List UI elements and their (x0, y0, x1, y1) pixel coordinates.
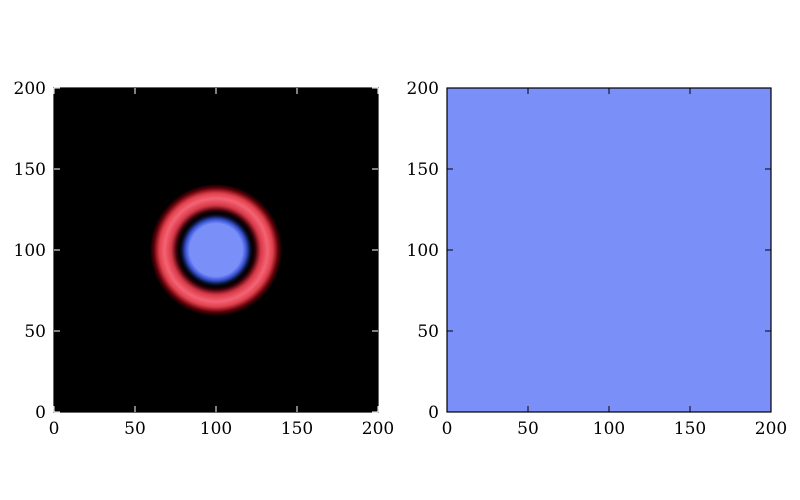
y-tick-label: 150 (14, 160, 46, 180)
x-tick-label: 200 (362, 419, 394, 439)
x-tick-label: 200 (755, 419, 787, 439)
x-tick-label: 150 (674, 419, 706, 439)
x-tick-label: 0 (442, 419, 453, 439)
x-tick-label: 0 (49, 419, 60, 439)
left-ring-feature (150, 184, 282, 316)
y-tick-label: 100 (14, 241, 46, 261)
x-tick-label: 50 (517, 419, 539, 439)
x-tick-label: 100 (200, 419, 232, 439)
x-tick-label: 100 (593, 419, 625, 439)
y-tick-label: 200 (407, 79, 439, 99)
right-plot-background (447, 88, 771, 412)
y-tick-label: 0 (35, 403, 46, 423)
x-tick-label: 150 (281, 419, 313, 439)
y-tick-label: 200 (14, 79, 46, 99)
right-x-ticks: 0 50 100 150 200 (442, 88, 787, 439)
left-x-ticks: 0 50 100 150 200 (49, 88, 394, 439)
y-tick-label: 0 (428, 403, 439, 423)
x-tick-label: 50 (124, 419, 146, 439)
y-tick-label: 100 (407, 241, 439, 261)
y-tick-label: 50 (417, 322, 439, 342)
left-y-ticks: 0 50 100 150 200 (14, 79, 378, 423)
left-panel: 0 50 100 150 200 0 50 100 150 200 (14, 79, 395, 439)
right-panel: 0 50 100 150 200 0 50 100 150 200 (407, 79, 788, 439)
y-tick-label: 50 (24, 322, 46, 342)
y-tick-label: 150 (407, 160, 439, 180)
right-y-ticks: 0 50 100 150 200 (407, 79, 771, 423)
